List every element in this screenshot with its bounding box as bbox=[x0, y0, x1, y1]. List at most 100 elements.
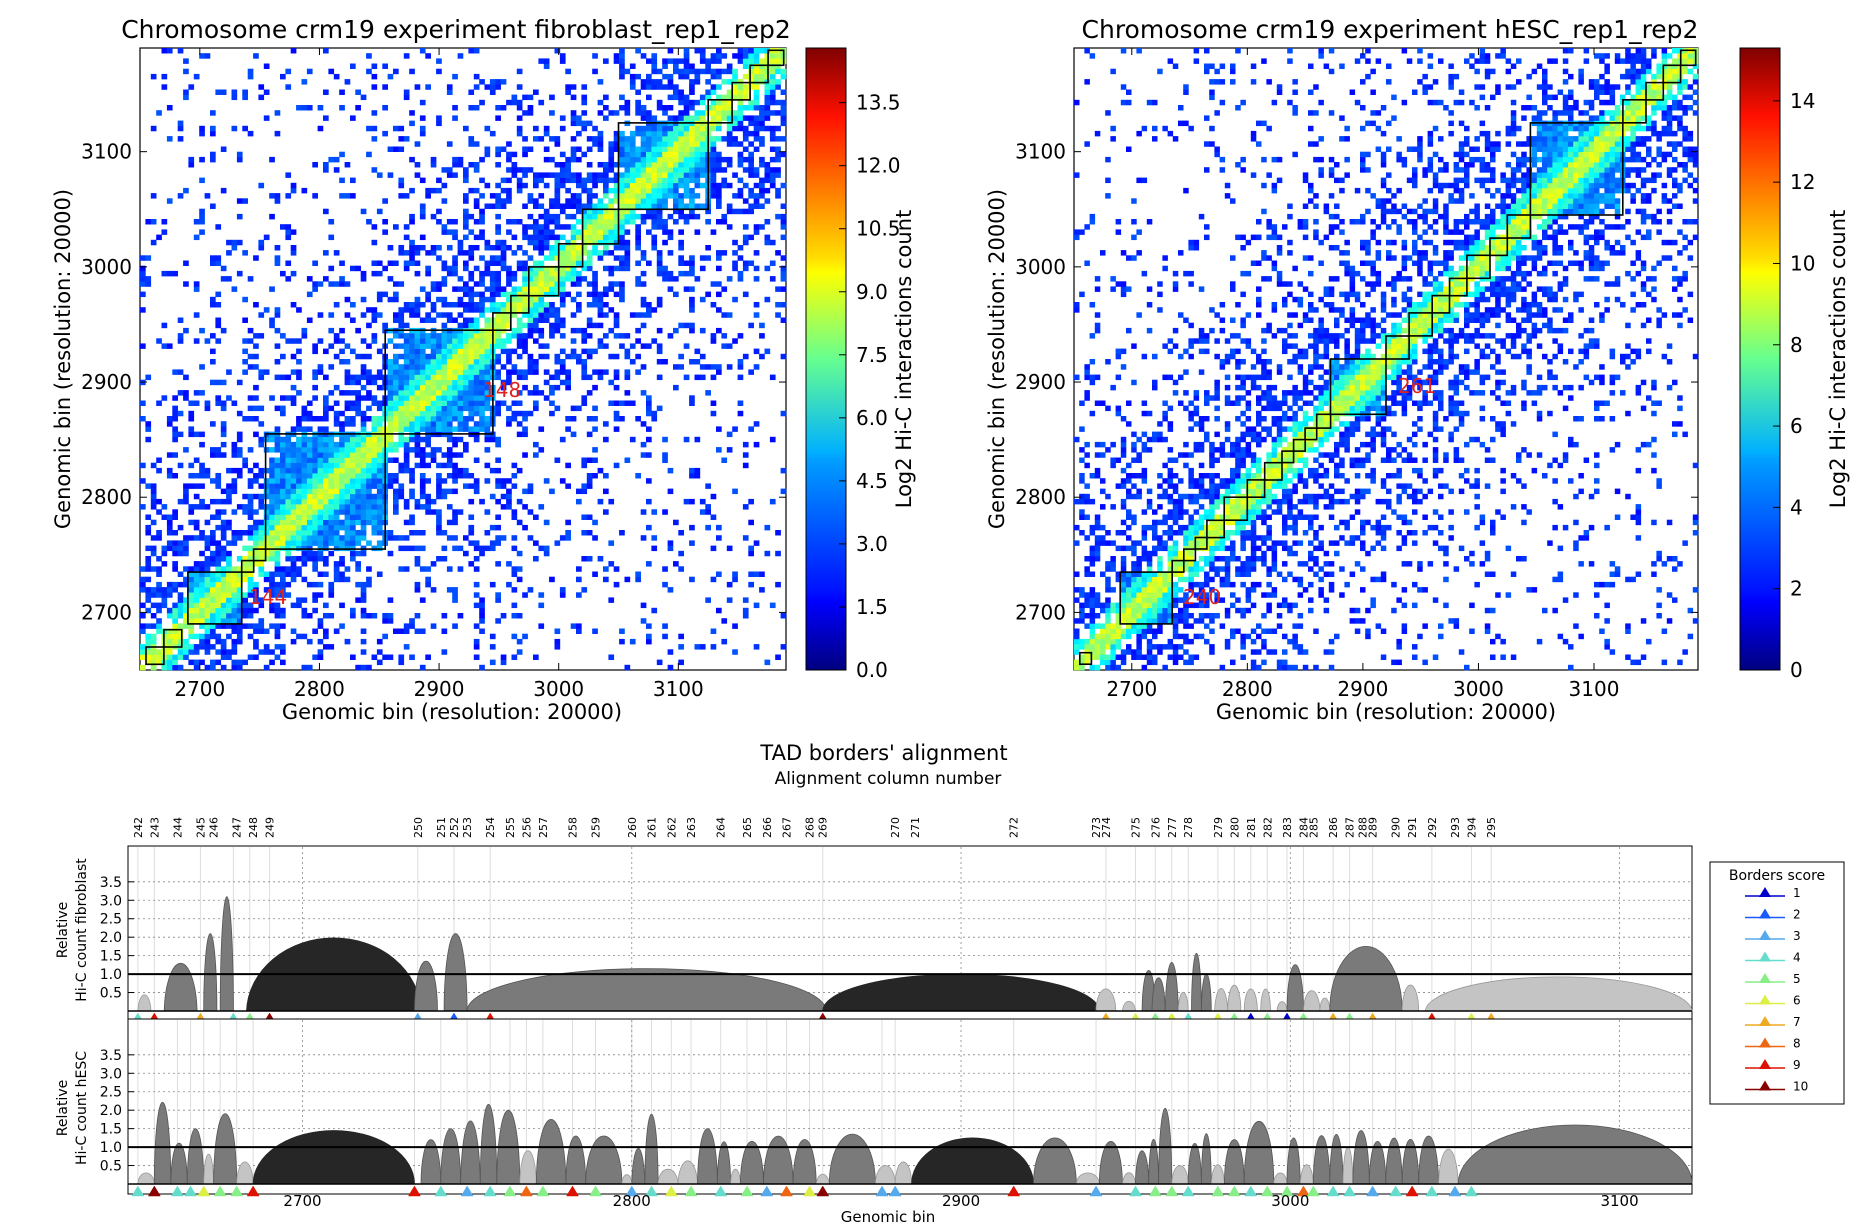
heatmap-cell bbox=[317, 281, 324, 287]
heatmap-cell bbox=[597, 208, 604, 215]
heatmap-cell bbox=[414, 426, 421, 432]
heatmap-cell bbox=[371, 260, 378, 266]
heatmap-cell bbox=[403, 333, 410, 339]
heatmap-cell bbox=[705, 245, 711, 251]
heatmap-cell bbox=[263, 576, 270, 583]
heatmap-cell bbox=[732, 338, 738, 344]
heatmap-cell bbox=[570, 156, 577, 163]
heatmap-cell bbox=[290, 229, 297, 235]
heatmap-cell bbox=[274, 307, 281, 313]
heatmap-cell bbox=[527, 483, 534, 489]
heatmap-cell bbox=[1292, 623, 1298, 629]
heatmap-cell bbox=[226, 498, 232, 505]
heatmap-cell bbox=[592, 426, 598, 432]
heatmap-cell bbox=[387, 379, 394, 386]
heatmap-cell bbox=[366, 447, 372, 453]
heatmap-cell bbox=[253, 473, 259, 479]
heatmap-cell bbox=[538, 390, 545, 396]
heatmap-cell bbox=[446, 84, 453, 90]
heatmap-cell bbox=[344, 343, 351, 349]
heatmap-cell bbox=[376, 369, 383, 375]
heatmap-cell bbox=[473, 426, 480, 432]
heatmap-cell bbox=[436, 400, 442, 406]
heatmap-cell bbox=[425, 265, 431, 272]
heatmap-cell bbox=[1167, 638, 1174, 645]
heatmap-cell bbox=[705, 364, 711, 370]
heatmap-cell bbox=[247, 68, 254, 75]
heatmap-cell bbox=[231, 286, 238, 292]
heatmap-cell bbox=[333, 561, 340, 567]
heatmap-cell bbox=[753, 540, 760, 546]
heatmap-cell bbox=[350, 177, 356, 184]
heatmap-cell bbox=[651, 136, 658, 142]
heatmap-cell bbox=[1120, 618, 1127, 624]
heatmap-cell bbox=[323, 556, 329, 562]
heatmap-cell bbox=[710, 374, 717, 381]
heatmap-cell bbox=[748, 234, 754, 241]
heatmap-cell bbox=[425, 581, 431, 588]
heatmap-cell bbox=[463, 447, 469, 453]
heatmap-cell bbox=[624, 141, 631, 147]
heatmap-cell bbox=[613, 322, 620, 329]
heatmap-cell bbox=[366, 395, 372, 401]
heatmap-cell bbox=[603, 167, 609, 173]
heatmap-cell bbox=[253, 638, 259, 645]
heatmap-cell bbox=[296, 633, 302, 640]
heatmap-cell bbox=[484, 400, 491, 406]
heatmap-cell bbox=[694, 644, 701, 650]
heatmap-cell bbox=[436, 488, 442, 495]
heatmap-cell bbox=[597, 556, 604, 562]
heatmap-cell bbox=[236, 410, 243, 417]
heatmap-cell bbox=[489, 436, 496, 443]
heatmap-cell bbox=[436, 177, 442, 184]
heatmap-cell bbox=[285, 457, 292, 463]
heatmap-cell bbox=[366, 374, 372, 381]
heatmap-cell bbox=[651, 151, 658, 158]
heatmap-cell bbox=[333, 498, 340, 505]
heatmap-cell bbox=[468, 229, 475, 235]
heatmap-cell bbox=[533, 364, 539, 370]
heatmap-cell bbox=[597, 255, 604, 261]
heatmap-cell bbox=[775, 187, 781, 194]
heatmap-cell bbox=[446, 167, 453, 173]
heatmap-cell bbox=[597, 79, 604, 85]
heatmap-cell bbox=[764, 550, 771, 557]
heatmap-cell bbox=[753, 250, 760, 256]
heatmap-cell bbox=[468, 400, 475, 406]
heatmap-cell bbox=[301, 540, 308, 546]
heatmap-cell bbox=[199, 504, 205, 510]
heatmap-cell bbox=[640, 281, 647, 287]
heatmap-cell bbox=[269, 550, 275, 557]
heatmap-cell bbox=[312, 530, 318, 536]
heatmap-cell bbox=[543, 255, 550, 261]
heatmap-cell bbox=[506, 307, 512, 313]
heatmap-cell bbox=[646, 172, 652, 178]
heatmap-cell bbox=[716, 73, 722, 80]
heatmap-cell bbox=[764, 524, 771, 531]
heatmap-cell bbox=[651, 219, 658, 225]
heatmap-cell bbox=[457, 405, 464, 412]
heatmap-cell bbox=[436, 473, 442, 479]
heatmap-cell bbox=[608, 110, 615, 116]
heatmap-cell bbox=[140, 587, 146, 593]
heatmap-cell bbox=[484, 436, 491, 443]
heatmap-cell bbox=[290, 535, 297, 541]
heatmap-cell bbox=[425, 436, 431, 443]
heatmap-cell bbox=[366, 343, 372, 349]
heatmap-cell bbox=[705, 79, 711, 85]
heatmap-cell bbox=[592, 296, 598, 303]
heatmap-cell bbox=[296, 530, 302, 536]
heatmap-cell bbox=[193, 602, 200, 609]
heatmap-cell bbox=[446, 359, 453, 365]
heatmap-cell bbox=[403, 260, 410, 266]
heatmap-cell bbox=[1287, 638, 1293, 645]
heatmap-fibroblast: Chromosome crm19 experiment fibroblast_r… bbox=[51, 15, 916, 724]
heatmap-cell bbox=[689, 63, 695, 69]
heatmap-cell bbox=[414, 270, 421, 277]
heatmap-cell bbox=[371, 509, 378, 515]
heatmap-cell bbox=[597, 99, 604, 106]
heatmap-cell bbox=[366, 219, 372, 225]
heatmap-cell bbox=[409, 312, 415, 318]
heatmap-cell bbox=[592, 322, 598, 329]
heatmap-cell bbox=[673, 561, 679, 567]
